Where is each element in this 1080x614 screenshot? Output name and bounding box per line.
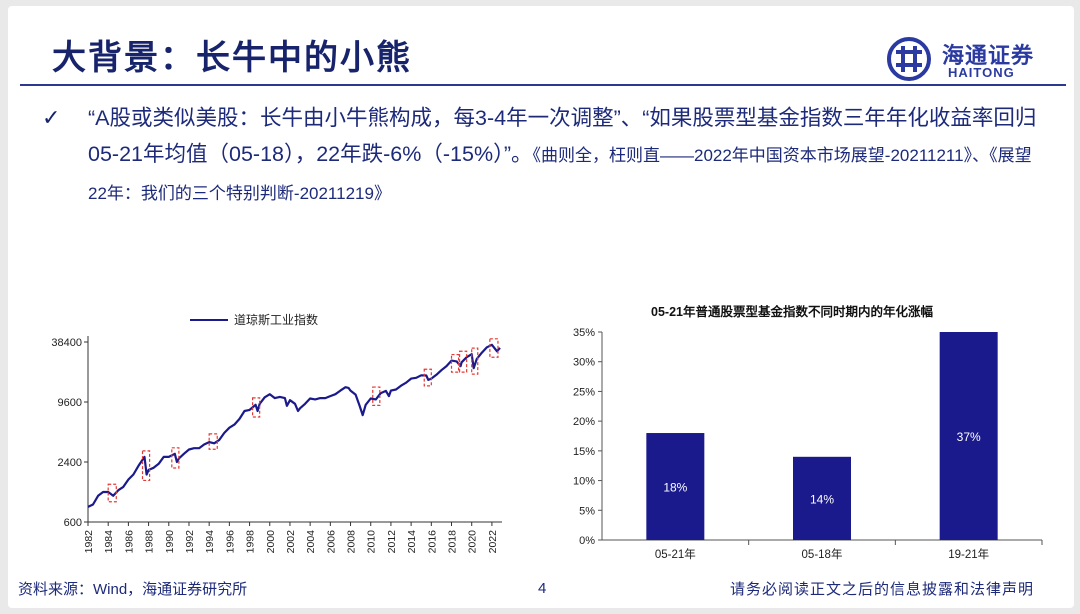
x-tick-label: 2018 [447, 530, 459, 554]
logo-english: HAITONG [948, 65, 1015, 80]
x-tick-label: 1990 [164, 530, 176, 554]
x-tick-label: 2010 [366, 530, 378, 554]
bullet-main-text: “A股或类似美股：长牛由小牛熊构成，每3-4年一次调整”、“如果股票型基金指数三… [88, 106, 1037, 166]
x-tick-label: 1992 [184, 530, 196, 554]
y-tick-label: 0% [579, 535, 595, 547]
bar [646, 433, 705, 540]
x-tick-label: 2016 [426, 530, 438, 554]
haitong-logo: 海通证券 HAITONG [886, 36, 1076, 86]
y-tick-label: 10% [573, 476, 595, 488]
footer-disclaimer: 请务必阅读正文之后的信息披露和法律声明 [730, 580, 1035, 598]
legend-label: 道琼斯工业指数 [234, 312, 318, 327]
footer-source: 资料来源：Wind，海通证券研究所 [18, 581, 248, 598]
bar-chart-title: 05-21年普通股票型基金指数不同时期内的年化涨幅 [651, 304, 933, 319]
page-title: 大背景：长牛中的小熊 [52, 38, 412, 78]
y-tick-label: 25% [573, 386, 595, 398]
category-label: 19-21年 [948, 547, 989, 561]
bar [939, 332, 998, 540]
x-tick-label: 2008 [346, 530, 358, 554]
x-tick-label: 2012 [386, 530, 398, 554]
y-tick-label: 9600 [58, 397, 82, 409]
y-tick-label: 35% [573, 327, 595, 339]
x-tick-label: 2006 [325, 530, 337, 554]
page-number: 4 [538, 580, 547, 597]
x-tick-label: 1986 [123, 530, 135, 554]
x-tick-label: 1996 [224, 530, 236, 554]
bar-value-label: 18% [663, 481, 687, 495]
logo-chinese: 海通证券 [942, 43, 1035, 69]
checkmark-icon: ✓ [42, 106, 61, 131]
correction-highlight-box [489, 338, 499, 358]
correction-highlight-box [171, 447, 180, 469]
dow-jones-line-chart: 600 2400 9600 38400 1982 1984 1986 1988 1990 1992… [51, 312, 502, 554]
category-label: 05-21年 [655, 547, 696, 561]
y-tick-label: 5% [579, 505, 595, 517]
y-tick-label: 600 [64, 517, 82, 529]
y-tick-label: 2400 [58, 457, 82, 469]
correction-highlight-box [208, 433, 218, 450]
correction-highlight-box [450, 353, 460, 373]
x-tick-label: 1982 [83, 530, 95, 554]
y-tick-label: 20% [573, 416, 595, 428]
x-tick-label: 2004 [305, 530, 317, 554]
x-tick-label: 2000 [265, 530, 277, 554]
x-tick-label: 2022 [487, 530, 499, 554]
x-tick-label: 1998 [245, 530, 257, 554]
correction-highlight-box [141, 450, 151, 482]
haitong-logo-icon [887, 37, 931, 81]
dow-series-line [87, 343, 501, 508]
correction-highlight-box [423, 368, 432, 387]
x-tick-label: 2014 [406, 530, 418, 554]
bullet-paragraph: “A股或类似美股：长牛由小牛熊构成，每3-4年一次调整”、“如果股票型基金指数三… [88, 100, 1038, 212]
correction-highlight-box [458, 350, 468, 373]
correction-highlight-box [107, 483, 117, 503]
y-tick-label: 30% [573, 357, 595, 369]
bar-value-label: 14% [810, 492, 834, 506]
bar-value-label: 37% [957, 430, 981, 444]
category-label: 05-18年 [802, 547, 843, 561]
x-tick-label: 2020 [467, 530, 479, 554]
correction-highlight-box [471, 347, 479, 375]
y-tick-label: 15% [573, 446, 595, 458]
slide: 大背景：长牛中的小熊 海通证券 HAITONG [8, 6, 1074, 608]
correction-highlight-box [372, 386, 381, 406]
correction-highlight-box [251, 397, 261, 418]
x-tick-label: 1984 [103, 530, 115, 554]
y-tick-label: 38400 [51, 337, 82, 349]
x-tick-label: 1988 [144, 530, 156, 554]
x-tick-label: 1994 [204, 530, 216, 554]
title-divider [20, 84, 1066, 86]
bar [793, 456, 851, 540]
bullet-references: 《曲则全，枉则直——2022年中国资本市场展望-20211211》、《展望22年… [88, 146, 1032, 203]
fund-return-bar-chart: 05-21年普通股票型基金指数不同时期内的年化涨幅 0% 5% 10% 15% 20% 25… [573, 304, 1043, 561]
x-tick-label: 2002 [285, 530, 297, 554]
